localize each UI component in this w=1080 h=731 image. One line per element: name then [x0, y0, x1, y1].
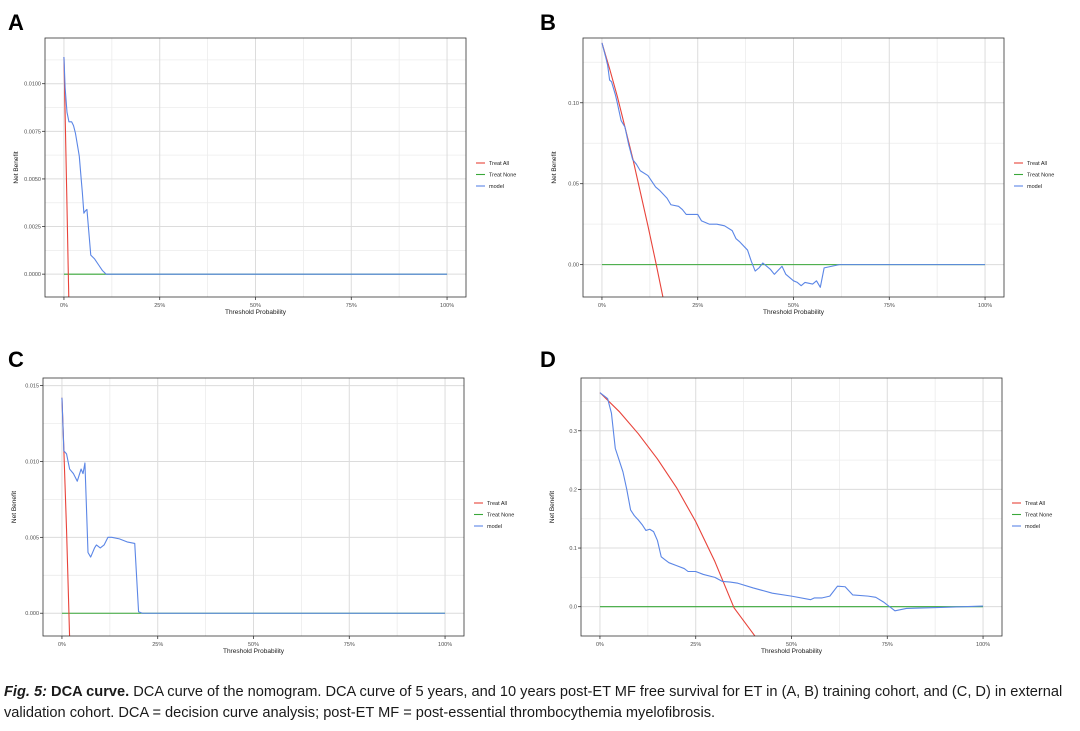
dca-figure: A0% 25% 50% 75% 100%0.00000.00250.00500.0075…: [8, 10, 1054, 655]
panel-c-y-tick-label: 0.015: [25, 384, 39, 390]
panel-b-letter: B: [540, 10, 556, 35]
panel-d-x-tick-label: 75%: [882, 642, 893, 648]
panel-c-x-tick-label: 25%: [152, 642, 163, 648]
panel-d-frame: [580, 377, 1003, 637]
panel-a-x-tick-label: 25%: [154, 303, 165, 309]
panel-d-y-tick-label: 0.2: [569, 487, 577, 493]
panel-c-x-tick-label: 75%: [344, 642, 355, 648]
panel-c: C 0% 25% 50% 75% 100% 0.000 0.005 0.010 0.015 Thre…: [8, 347, 514, 655]
panel-c-series-model: [61, 397, 446, 614]
panel-d-y-axis-title: Net Benefit: [549, 491, 556, 523]
panel-a-series-model: [63, 57, 448, 275]
panel-a-x-axis-title: Threshold Probability: [225, 309, 287, 316]
panel-d-legend-label-treat-none: Treat None: [1025, 513, 1052, 519]
panel-b-x-tick-label: 50%: [788, 303, 799, 309]
panel-a-x-tick-label: 0%: [60, 303, 68, 309]
panel-b-series-model: [601, 42, 986, 288]
panel-c-letter: C: [8, 347, 24, 372]
panel-d-y-tick-label: 0.1: [569, 546, 577, 552]
panel-d-series-model: [599, 392, 984, 612]
caption-label: Fig. 5:: [4, 684, 47, 700]
panel-b-legend-label-treat-none: Treat None: [1027, 173, 1054, 179]
panel-b-legend-label-treat-all: Treat All: [1027, 161, 1047, 167]
panel-a-series-treat-all: [63, 57, 70, 297]
panel-c-y-tick-label: 0.005: [25, 535, 39, 541]
figure-caption: Fig. 5: DCA curve. DCA curve of the nomo…: [4, 682, 1076, 724]
panel-d-legend-label-treat-all: Treat All: [1025, 501, 1045, 507]
panel-a-x-tick-label: 100%: [440, 303, 454, 309]
panel-a-letter: A: [8, 10, 24, 35]
panel-d-x-tick-label: 50%: [786, 642, 797, 648]
panel-d-y-tick-label: 0.3: [569, 429, 577, 435]
panel-b-y-tick-label: 0.10: [568, 101, 579, 107]
panel-b: B 0% 25% 50% 75% 100% 0.00 0.05 0.10 Threshold Pr…: [540, 10, 1054, 316]
panel-b-x-axis-title: Threshold Probability: [763, 309, 825, 316]
panel-c-y-tick-label: 0.000: [25, 611, 39, 617]
panel-d-x-axis-title: Threshold Probability: [761, 648, 823, 655]
panel-d-x-tick-label: 25%: [690, 642, 701, 648]
panel-b-y-tick-label: 0.00: [568, 263, 579, 269]
panel-c-frame: [42, 377, 465, 637]
panel-a-x-tick-label: 50%: [250, 303, 261, 309]
panel-a-y-tick-label: 0.0100: [24, 82, 41, 88]
panel-c-x-tick-label: 50%: [248, 642, 259, 648]
panel-a-legend-label-model: model: [489, 184, 504, 190]
panel-d-x-tick-label: 0%: [596, 642, 604, 648]
panel-a-x-tick-label: 75%: [346, 303, 357, 309]
panel-d-x-tick-label: 100%: [976, 642, 990, 648]
panel-b-y-tick-label: 0.05: [568, 182, 579, 188]
panel-d: D 0% 25% 50% 75% 100% 0.0 0.1 0.2 0.3 Threshold Pr…: [540, 347, 1052, 655]
panel-a-y-tick-label: 0.0050: [24, 177, 41, 183]
panel-b-frame: [582, 37, 1005, 298]
panel-c-legend-label-model: model: [487, 524, 502, 530]
panel-d-letter: D: [540, 347, 556, 372]
panel-c-x-axis-title: Threshold Probability: [223, 648, 285, 655]
panel-d-series-treat-all: [599, 392, 756, 636]
panel-b-x-tick-label: 75%: [884, 303, 895, 309]
panel-a-legend-label-treat-all: Treat All: [489, 161, 509, 167]
panel-a-y-tick-label: 0.0075: [24, 129, 41, 135]
panel-a-y-tick-label: 0.0025: [24, 225, 41, 231]
panel-a-y-tick-label: 0.0000: [24, 272, 41, 278]
panel-c-y-axis-title: Net Benefit: [11, 491, 18, 523]
panel-a: A 0% 25% 50% 75% 100% 0.0000 0.0025 0.0050 0.0075…: [8, 10, 516, 316]
caption-text: DCA curve of the nomogram. DCA curve of …: [4, 684, 1063, 721]
panel-b-x-tick-label: 0%: [598, 303, 606, 309]
panel-b-x-tick-label: 25%: [692, 303, 703, 309]
panel-a-y-axis-title: Net Benefit: [13, 151, 20, 183]
panel-d-legend-label-model: model: [1025, 524, 1040, 530]
panel-c-x-tick-label: 0%: [58, 642, 66, 648]
panel-a-frame: [44, 37, 467, 298]
panel-d-y-tick-label: 0.0: [569, 605, 577, 611]
panel-c-legend-label-treat-all: Treat All: [487, 501, 507, 507]
caption-title: DCA curve.: [51, 684, 130, 700]
panel-a-legend-label-treat-none: Treat None: [489, 173, 516, 179]
panel-b-legend-label-model: model: [1027, 184, 1042, 190]
panel-b-y-axis-title: Net Benefit: [551, 151, 558, 183]
panel-b-x-tick-label: 100%: [978, 303, 992, 309]
panel-c-x-tick-label: 100%: [438, 642, 452, 648]
panel-c-y-tick-label: 0.010: [25, 459, 39, 465]
panel-c-legend-label-treat-none: Treat None: [487, 513, 514, 519]
